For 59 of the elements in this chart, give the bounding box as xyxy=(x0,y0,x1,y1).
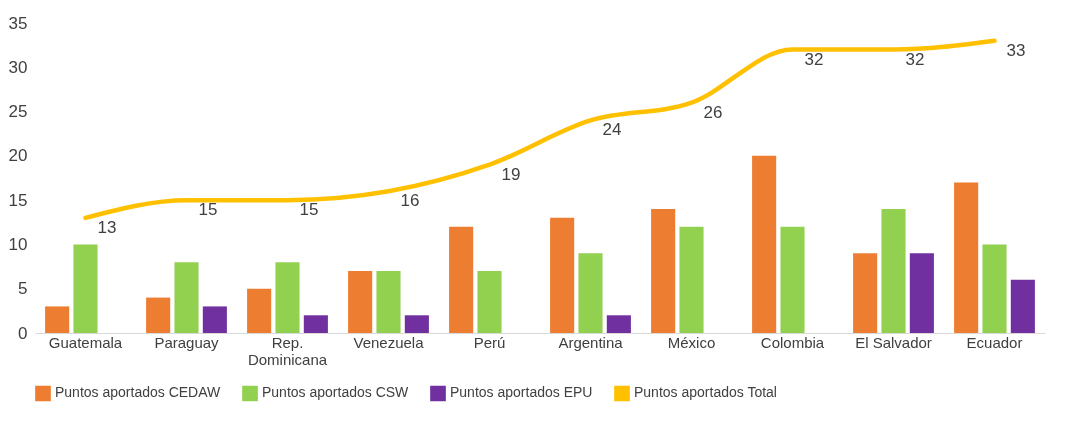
data-label: 19 xyxy=(501,164,521,184)
data-label: 26 xyxy=(703,102,723,122)
y-tick-label: 10 xyxy=(8,234,28,254)
bar xyxy=(550,217,575,333)
bar xyxy=(202,306,227,333)
bar xyxy=(477,271,502,333)
bar xyxy=(146,297,171,333)
bar xyxy=(275,262,300,333)
bar xyxy=(449,226,474,333)
data-label: 15 xyxy=(198,200,218,220)
bar xyxy=(752,155,777,333)
legend-label: Puntos aportados CEDAW xyxy=(55,384,222,401)
data-label: 15 xyxy=(299,200,319,220)
x-tick-label: Argentina xyxy=(558,333,624,351)
line-series xyxy=(83,38,997,221)
data-label: 16 xyxy=(400,191,420,211)
bar xyxy=(174,262,199,333)
y-tick-label: 5 xyxy=(18,279,28,299)
y-tick-label: 0 xyxy=(18,323,28,343)
y-tick-label: 35 xyxy=(8,13,28,33)
data-label: 33 xyxy=(1006,40,1026,60)
bar xyxy=(73,244,98,333)
data-label: 24 xyxy=(602,120,622,140)
legend-label: Puntos aportados CSW xyxy=(262,384,410,401)
y-tick-label: 25 xyxy=(8,102,28,122)
bar xyxy=(376,271,401,333)
y-tick-label: 20 xyxy=(8,146,28,166)
x-tick-label: Ecuador xyxy=(966,333,1023,351)
x-tick-label: Perú xyxy=(473,333,506,351)
legend-label: Puntos aportados EPU xyxy=(450,384,593,401)
bar xyxy=(651,209,676,333)
bar xyxy=(348,271,373,333)
data-label: 32 xyxy=(804,49,824,69)
legend-label: Puntos aportados Total xyxy=(634,384,777,401)
bar xyxy=(982,244,1007,333)
bar xyxy=(404,315,429,333)
bar xyxy=(578,253,603,333)
bar xyxy=(606,315,631,333)
bar xyxy=(45,306,70,333)
x-tick-label: Colombia xyxy=(760,333,825,351)
data-label: 13 xyxy=(97,217,117,237)
x-tick-label: México xyxy=(667,333,716,351)
x-tick-label: Guatemala xyxy=(48,333,123,351)
x-tick-label: Paraguay xyxy=(154,333,220,351)
bar xyxy=(909,253,934,333)
bar xyxy=(881,209,906,333)
data-label: 32 xyxy=(905,49,925,69)
bar xyxy=(679,226,704,333)
x-tick-label: El Salvador xyxy=(855,333,932,351)
bar xyxy=(780,226,805,333)
y-tick-label: 15 xyxy=(8,190,28,210)
bar xyxy=(247,288,272,333)
bar xyxy=(1010,279,1035,333)
bar xyxy=(303,315,328,333)
x-tick-label: Venezuela xyxy=(353,333,425,351)
x-tick-label: Rep. Dominicana xyxy=(247,333,328,368)
bar xyxy=(954,182,979,333)
y-tick-label: 30 xyxy=(8,57,28,77)
bar xyxy=(853,253,878,333)
